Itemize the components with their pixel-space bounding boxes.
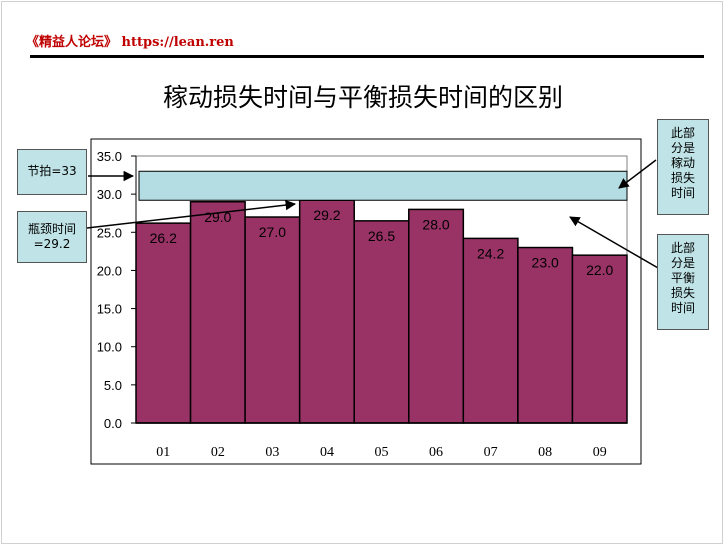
y-tick-label: 25.0 (97, 225, 122, 240)
callout-arrows (86, 159, 666, 273)
bar (244, 216, 301, 424)
takt-band-rect (138, 170, 628, 201)
bar-value-label: 29.2 (313, 207, 340, 223)
y-tick-label: 5.0 (104, 378, 122, 393)
takt-band (138, 170, 628, 201)
bar (353, 220, 410, 424)
x-tick-label: 03 (265, 445, 279, 460)
bars: 26.229.027.029.226.528.024.223.0 22.0 (135, 199, 628, 424)
y-tick-label: 0.0 (104, 416, 122, 431)
operation-loss-arrow (618, 159, 657, 189)
bar (517, 246, 574, 424)
x-axis: 01 02 03 04 05 06 07 08 09 (136, 422, 627, 460)
bottleneck-arrow (86, 199, 297, 229)
bar (298, 199, 355, 424)
y-tick-label: 20.0 (97, 263, 122, 278)
bar (135, 222, 192, 424)
x-tick-label: 08 (538, 445, 552, 460)
y-tick-label: 15.0 (97, 302, 122, 317)
bar (408, 208, 465, 424)
slide-title: 稼动损失时间与平衡损失时间的区别 (162, 83, 563, 112)
operation-loss-callout-text: 此部分是稼动损失时间 (670, 126, 695, 200)
forum-brand: 《精益人论坛》 https://lean.ren (26, 35, 234, 50)
x-tick-label: 05 (375, 445, 389, 460)
y-tick-label: 10.0 (97, 340, 122, 355)
y-tick-label: 35.0 (97, 149, 122, 164)
bar-value-label: 23.0 (532, 255, 559, 271)
x-tick-label: 01 (156, 445, 170, 460)
x-tick-label: 07 (484, 445, 498, 460)
balance-loss-arrow (569, 216, 666, 273)
bottleneck-callout-text: 瓶颈时间=29.2 (27, 222, 76, 251)
balance-loss-callout-text: 此部分是平衡损失时间 (670, 241, 695, 315)
takt-callout-text: 节拍=33 (27, 164, 77, 178)
bar-value-label: 27.0 (259, 224, 286, 240)
x-tick-label: 09 (593, 445, 607, 460)
y-axis: 0.0 5.0 10.0 15.0 20.0 25.0 30.0 35.0 (97, 149, 137, 431)
bottleneck-callout: 瓶颈时间=29.2 (17, 211, 87, 263)
bar (189, 201, 246, 424)
balance-loss-callout: 此部分是平衡损失时间 (657, 234, 709, 330)
bar-value-label: 24.2 (477, 245, 504, 261)
takt-callout: 节拍=33 (17, 149, 87, 195)
x-tick-label: 04 (320, 445, 334, 460)
y-tick-label: 30.0 (97, 187, 122, 202)
bar-value-label: 26.5 (368, 228, 395, 244)
header-rule (30, 55, 704, 58)
x-tick-label: 02 (211, 445, 225, 460)
operation-loss-callout: 此部分是稼动损失时间 (657, 119, 709, 215)
x-tick-label: 06 (429, 445, 443, 460)
bar-value-label: 22.0 (586, 262, 613, 278)
bar-value-label: 28.0 (422, 216, 449, 232)
bar-value-label: 26.2 (150, 230, 177, 246)
bar (571, 254, 628, 424)
bar (462, 237, 519, 424)
